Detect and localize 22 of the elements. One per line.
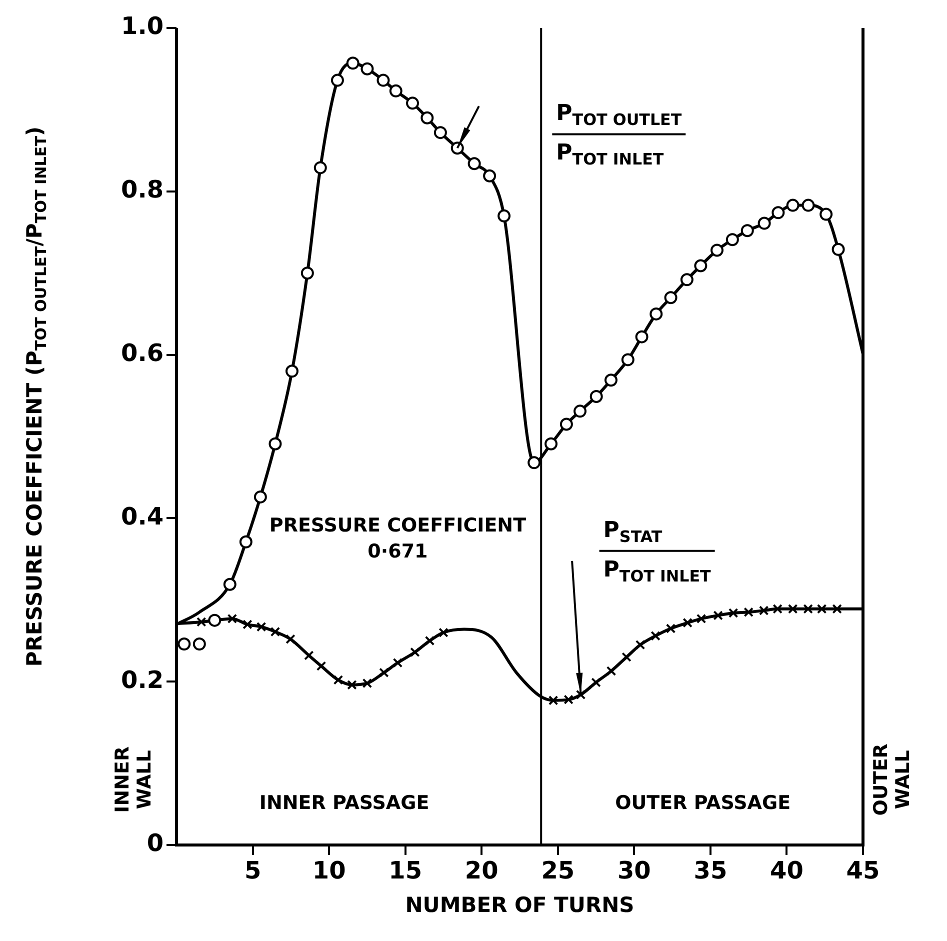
x-axis-title: NUMBER OF TURNS (405, 892, 634, 917)
y-tick-label: 1.0 (121, 12, 164, 40)
annotation: OUTER PASSAGE (615, 792, 791, 814)
y-tick-label: 0.4 (121, 502, 164, 530)
y-tick-label: 0.2 (121, 666, 164, 694)
x-tick-label: 35 (694, 856, 728, 885)
y-tick-label: 0.8 (121, 176, 164, 204)
annotation: INNER PASSAGE (259, 792, 430, 814)
y-axis-title: PRESSURE COEFFICIENT (PTOT OUTLET/PTOT INLET) (22, 126, 50, 667)
y-tick-label: 0 (146, 829, 164, 858)
x-tick-label: 20 (464, 856, 498, 885)
y-tick-label: 0.6 (121, 339, 164, 368)
annotation: PRESSURE COEFFICIENT 0·671 (269, 514, 526, 562)
x-tick-label: 45 (846, 856, 880, 885)
x-tick-label: 5 (244, 856, 262, 885)
text: INNER WALL (111, 746, 156, 813)
x-tick-label: 30 (617, 856, 651, 885)
text: OUTER WALL (870, 743, 914, 816)
x-tick-label: 25 (541, 856, 575, 885)
x-tick-label: 10 (312, 856, 346, 885)
x-tick-label: 15 (388, 856, 422, 885)
x-tick-label: 40 (770, 856, 804, 885)
